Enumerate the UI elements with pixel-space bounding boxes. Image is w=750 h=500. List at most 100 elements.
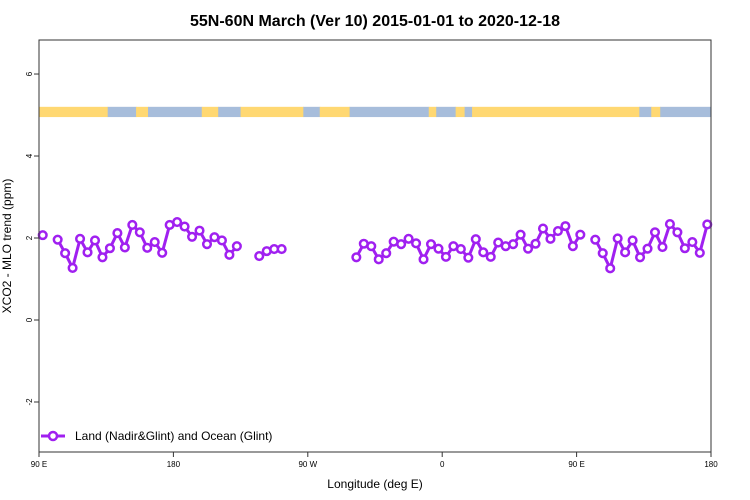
data-point: [142, 242, 153, 253]
data-point: [687, 237, 698, 248]
plot-frame: [38, 39, 712, 453]
data-point: [82, 247, 93, 258]
strip-land-segment: [240, 106, 304, 118]
data-point: [112, 228, 123, 239]
data-point: [201, 239, 213, 250]
data-point: [597, 248, 608, 259]
x-axis-label: Longitude (deg E): [327, 477, 422, 491]
data-point: [478, 247, 489, 258]
strip-land-segment: [651, 106, 661, 118]
data-point: [276, 244, 287, 255]
data-point: [37, 230, 48, 241]
data-point: [672, 227, 683, 238]
data-point: [560, 221, 571, 232]
data-point: [425, 239, 437, 250]
data-point: [231, 241, 242, 252]
data-point: [485, 251, 496, 262]
data-point: [463, 252, 474, 263]
data-point: [157, 247, 168, 258]
data-point: [515, 229, 526, 240]
data-point: [351, 252, 362, 263]
data-point: [545, 233, 556, 244]
y-tick-label: 4: [25, 153, 34, 158]
y-tick-label: 6: [25, 71, 34, 76]
data-point: [664, 219, 675, 230]
data-point: [635, 252, 646, 263]
data-point: [119, 242, 130, 253]
data-point: [75, 233, 86, 244]
data-point: [373, 254, 384, 265]
data-point: [52, 234, 63, 245]
data-point: [187, 231, 198, 242]
data-point: [194, 225, 205, 236]
strip-land-segment: [472, 106, 640, 118]
data-point: [493, 237, 504, 248]
y-axis: -2 0 2 4 6: [25, 71, 39, 406]
strip-land-segment: [201, 106, 219, 118]
data-point: [396, 239, 407, 250]
strip-ocean-segment: [218, 106, 242, 118]
data-point: [455, 244, 466, 255]
data-point: [575, 229, 586, 240]
data-point: [172, 216, 183, 228]
data-point: [470, 234, 481, 245]
y-tick-label: 0: [25, 317, 34, 322]
data-point: [134, 227, 145, 238]
x-axis: 90 E 180 90 W 0 90 E 180: [31, 452, 718, 469]
chart-title: 55N-60N March (Ver 10) 2015-01-01 to 202…: [190, 13, 560, 30]
data-point: [366, 241, 377, 252]
data-point: [530, 238, 541, 249]
data-point: [523, 243, 534, 254]
data-point: [254, 250, 265, 262]
series-line-segment: [608, 236, 620, 270]
strip-land-segment: [136, 106, 149, 118]
data-point: [179, 221, 190, 232]
y-tick-label: -2: [25, 398, 34, 406]
data-point: [149, 237, 160, 248]
data-point: [657, 241, 668, 253]
legend-label: Land (Nadir&Glint) and Ocean (Glint): [75, 429, 272, 443]
data-point: [612, 233, 623, 244]
data-point: [89, 235, 101, 246]
data-point: [224, 249, 235, 260]
data-point: [60, 248, 71, 259]
x-tick-label: 180: [704, 460, 718, 469]
data-point: [97, 252, 108, 263]
y-axis-label: XCO2 - MLO trend (ppm): [0, 179, 14, 314]
data-point: [104, 243, 115, 254]
land-ocean-strip: [39, 106, 712, 118]
data-point: [127, 219, 138, 230]
x-tick-label: 90 W: [298, 460, 317, 469]
data-point: [508, 239, 519, 250]
strip-ocean-segment: [436, 106, 457, 118]
data-point: [552, 225, 563, 237]
strip-land-segment: [428, 106, 437, 118]
data-point: [418, 254, 429, 265]
strip-ocean-segment: [349, 106, 430, 118]
data-point: [433, 243, 444, 254]
strip-ocean-segment: [464, 106, 473, 118]
legend: Land (Nadir&Glint) and Ocean (Glint): [41, 429, 272, 443]
series-points: [37, 216, 713, 274]
strip-ocean-segment: [660, 106, 712, 118]
strip-ocean-segment: [148, 106, 203, 118]
data-point: [605, 263, 616, 274]
y-tick-label: 2: [25, 235, 34, 240]
strip-ocean-segment: [639, 106, 652, 118]
strip-ocean-segment: [303, 106, 321, 118]
legend-marker-swatch: [47, 430, 59, 442]
x-tick-label: 90 E: [568, 460, 584, 469]
data-point: [411, 238, 422, 249]
strip-ocean-segment: [107, 106, 137, 118]
data-point: [642, 243, 653, 254]
x-tick-label: 0: [440, 460, 445, 469]
strip-land-segment: [455, 106, 466, 118]
data-point: [381, 248, 392, 259]
data-point: [627, 235, 638, 246]
x-tick-label: 90 E: [31, 460, 47, 469]
data-point: [67, 262, 78, 273]
strip-land-segment: [319, 106, 351, 118]
data-point: [567, 241, 578, 252]
data-point: [702, 219, 713, 230]
